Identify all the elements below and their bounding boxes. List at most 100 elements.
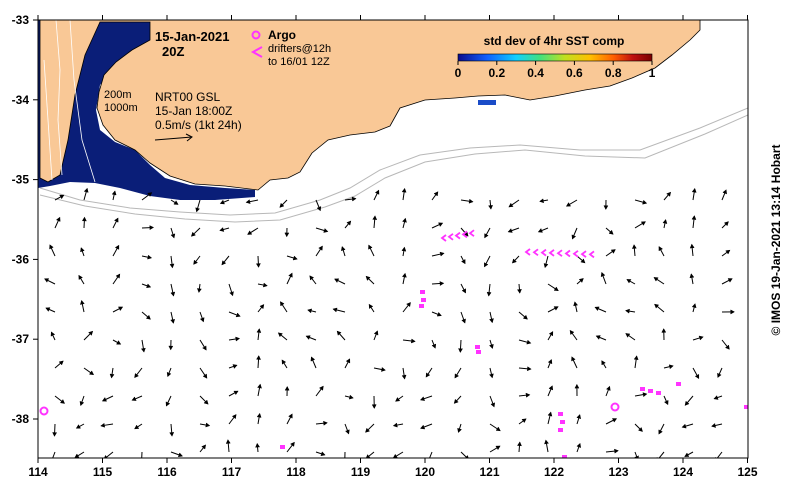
current-arrow	[603, 199, 609, 210]
drifter-point	[562, 455, 567, 458]
current-arrow	[576, 414, 581, 425]
colorbar	[457, 53, 653, 62]
drifter-point	[420, 290, 425, 294]
current-arrow	[199, 422, 211, 428]
current-arrow	[225, 439, 231, 453]
drifter-point	[676, 382, 681, 386]
model-name: NRT00 GSL	[155, 90, 220, 104]
current-arrow	[429, 451, 433, 458]
current-arrow	[489, 445, 501, 453]
current-arrow	[365, 423, 375, 433]
current-arrow	[286, 255, 298, 261]
current-arrow	[486, 283, 492, 297]
current-arrow	[170, 227, 176, 239]
current-arrow	[83, 187, 89, 201]
current-arrow	[401, 367, 407, 380]
current-arrow	[395, 395, 404, 402]
drifter-chevron	[524, 248, 531, 256]
current-arrow	[141, 192, 153, 201]
current-arrow	[368, 303, 375, 313]
current-arrow	[199, 339, 207, 351]
current-arrow	[309, 275, 317, 285]
current-arrow	[141, 311, 151, 320]
current-arrow	[199, 444, 206, 453]
drifter-chevron	[461, 230, 468, 239]
current-arrow	[54, 216, 61, 229]
current-arrow	[112, 273, 121, 285]
current-arrow	[569, 329, 578, 341]
current-arrow	[625, 308, 636, 314]
current-arrow	[547, 331, 554, 341]
current-arrow	[576, 442, 581, 453]
y-tick-label: -35	[12, 173, 30, 187]
current-arrow	[334, 278, 346, 285]
x-tick-label: 120	[415, 465, 435, 479]
current-arrow	[663, 191, 671, 201]
title-date: 15-Jan-2021	[155, 29, 229, 44]
current-arrow	[721, 278, 733, 285]
current-arrow	[576, 278, 584, 285]
current-arrow	[101, 395, 114, 402]
current-arrow	[518, 339, 532, 345]
current-arrow	[457, 423, 462, 433]
current-arrow	[721, 189, 727, 201]
current-arrow	[344, 394, 354, 400]
current-arrow	[576, 255, 586, 264]
current-arrow	[431, 222, 444, 229]
current-arrow	[344, 358, 351, 369]
x-axis: 114 115 116 117 118 119 120 121 122 123 124 125	[28, 15, 758, 479]
current-arrow	[508, 199, 520, 208]
scale-arrow	[154, 133, 193, 142]
current-arrow	[717, 367, 723, 378]
current-arrow	[605, 448, 619, 454]
current-arrow	[544, 439, 549, 453]
current-arrow	[255, 443, 260, 453]
current-arrow	[141, 283, 152, 289]
current-arrow	[199, 311, 205, 323]
x-tick-label: 118	[286, 465, 306, 479]
current-arrow	[460, 311, 466, 324]
x-tick-label: 124	[673, 465, 693, 479]
current-arrow	[344, 423, 350, 435]
current-arrow	[221, 255, 230, 266]
drifter-chevron	[454, 231, 461, 240]
current-arrow	[654, 303, 665, 313]
current-arrow	[256, 255, 261, 268]
current-arrow	[518, 418, 527, 425]
current-arrow	[373, 189, 380, 201]
current-arrow	[402, 338, 416, 344]
current-arrow	[565, 199, 578, 207]
current-arrow	[691, 303, 697, 313]
current-arrow	[281, 359, 288, 369]
current-arrow	[336, 330, 346, 341]
drifter-point	[280, 445, 285, 449]
current-arrow	[431, 339, 437, 349]
current-arrow	[573, 301, 578, 313]
drifter-chevron	[556, 249, 563, 257]
current-arrow	[228, 364, 238, 369]
current-arrow	[168, 339, 174, 351]
current-arrow	[49, 244, 56, 257]
current-arrow	[79, 395, 85, 406]
current-arrow	[489, 423, 501, 432]
contour-line	[69, 20, 96, 183]
colorbar-tick-label: 0.4	[527, 66, 544, 80]
current-arrow	[401, 187, 407, 201]
current-arrow	[605, 385, 611, 397]
current-arrow	[170, 283, 176, 297]
current-arrow	[139, 451, 143, 458]
current-arrow	[691, 215, 697, 229]
current-arrow	[454, 367, 462, 379]
current-arrow	[284, 386, 290, 397]
current-arrow	[112, 217, 119, 229]
drifter-chevron	[580, 250, 587, 258]
current-arrow	[256, 413, 262, 425]
current-arrow	[193, 255, 201, 265]
current-arrow	[489, 395, 495, 408]
current-arrow	[284, 227, 290, 238]
model-time: 15-Jan 18:00Z	[155, 104, 232, 118]
current-arrow	[634, 199, 648, 205]
drifter-tracks	[39, 229, 748, 458]
x-tick-label: 123	[608, 465, 628, 479]
